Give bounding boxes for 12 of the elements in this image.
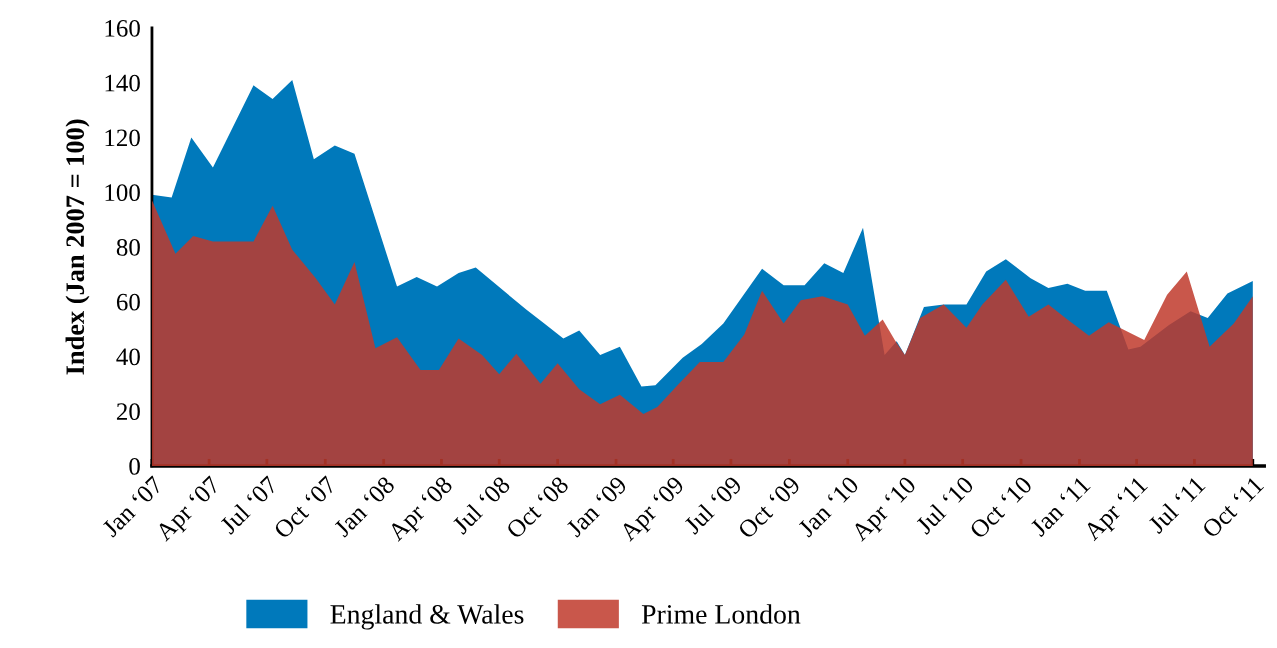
- y-tick-label: 100: [105, 184, 140, 202]
- legend-label: England & Wales: [330, 604, 524, 630]
- y-axis-title: Index (Jan 2007 = 100): [65, 119, 90, 375]
- y-tick-label: 20: [116, 403, 140, 421]
- y-tick-label: 140: [105, 74, 140, 92]
- legend-label: Prime London: [641, 604, 801, 624]
- y-tick-label: 60: [116, 293, 140, 311]
- y-tick-label: 120: [105, 129, 140, 147]
- y-tick-label: 0: [129, 457, 140, 475]
- y-tick-label: 160: [105, 19, 140, 37]
- y-tick-label: 40: [116, 348, 140, 366]
- y-tick-label: 80: [116, 238, 140, 256]
